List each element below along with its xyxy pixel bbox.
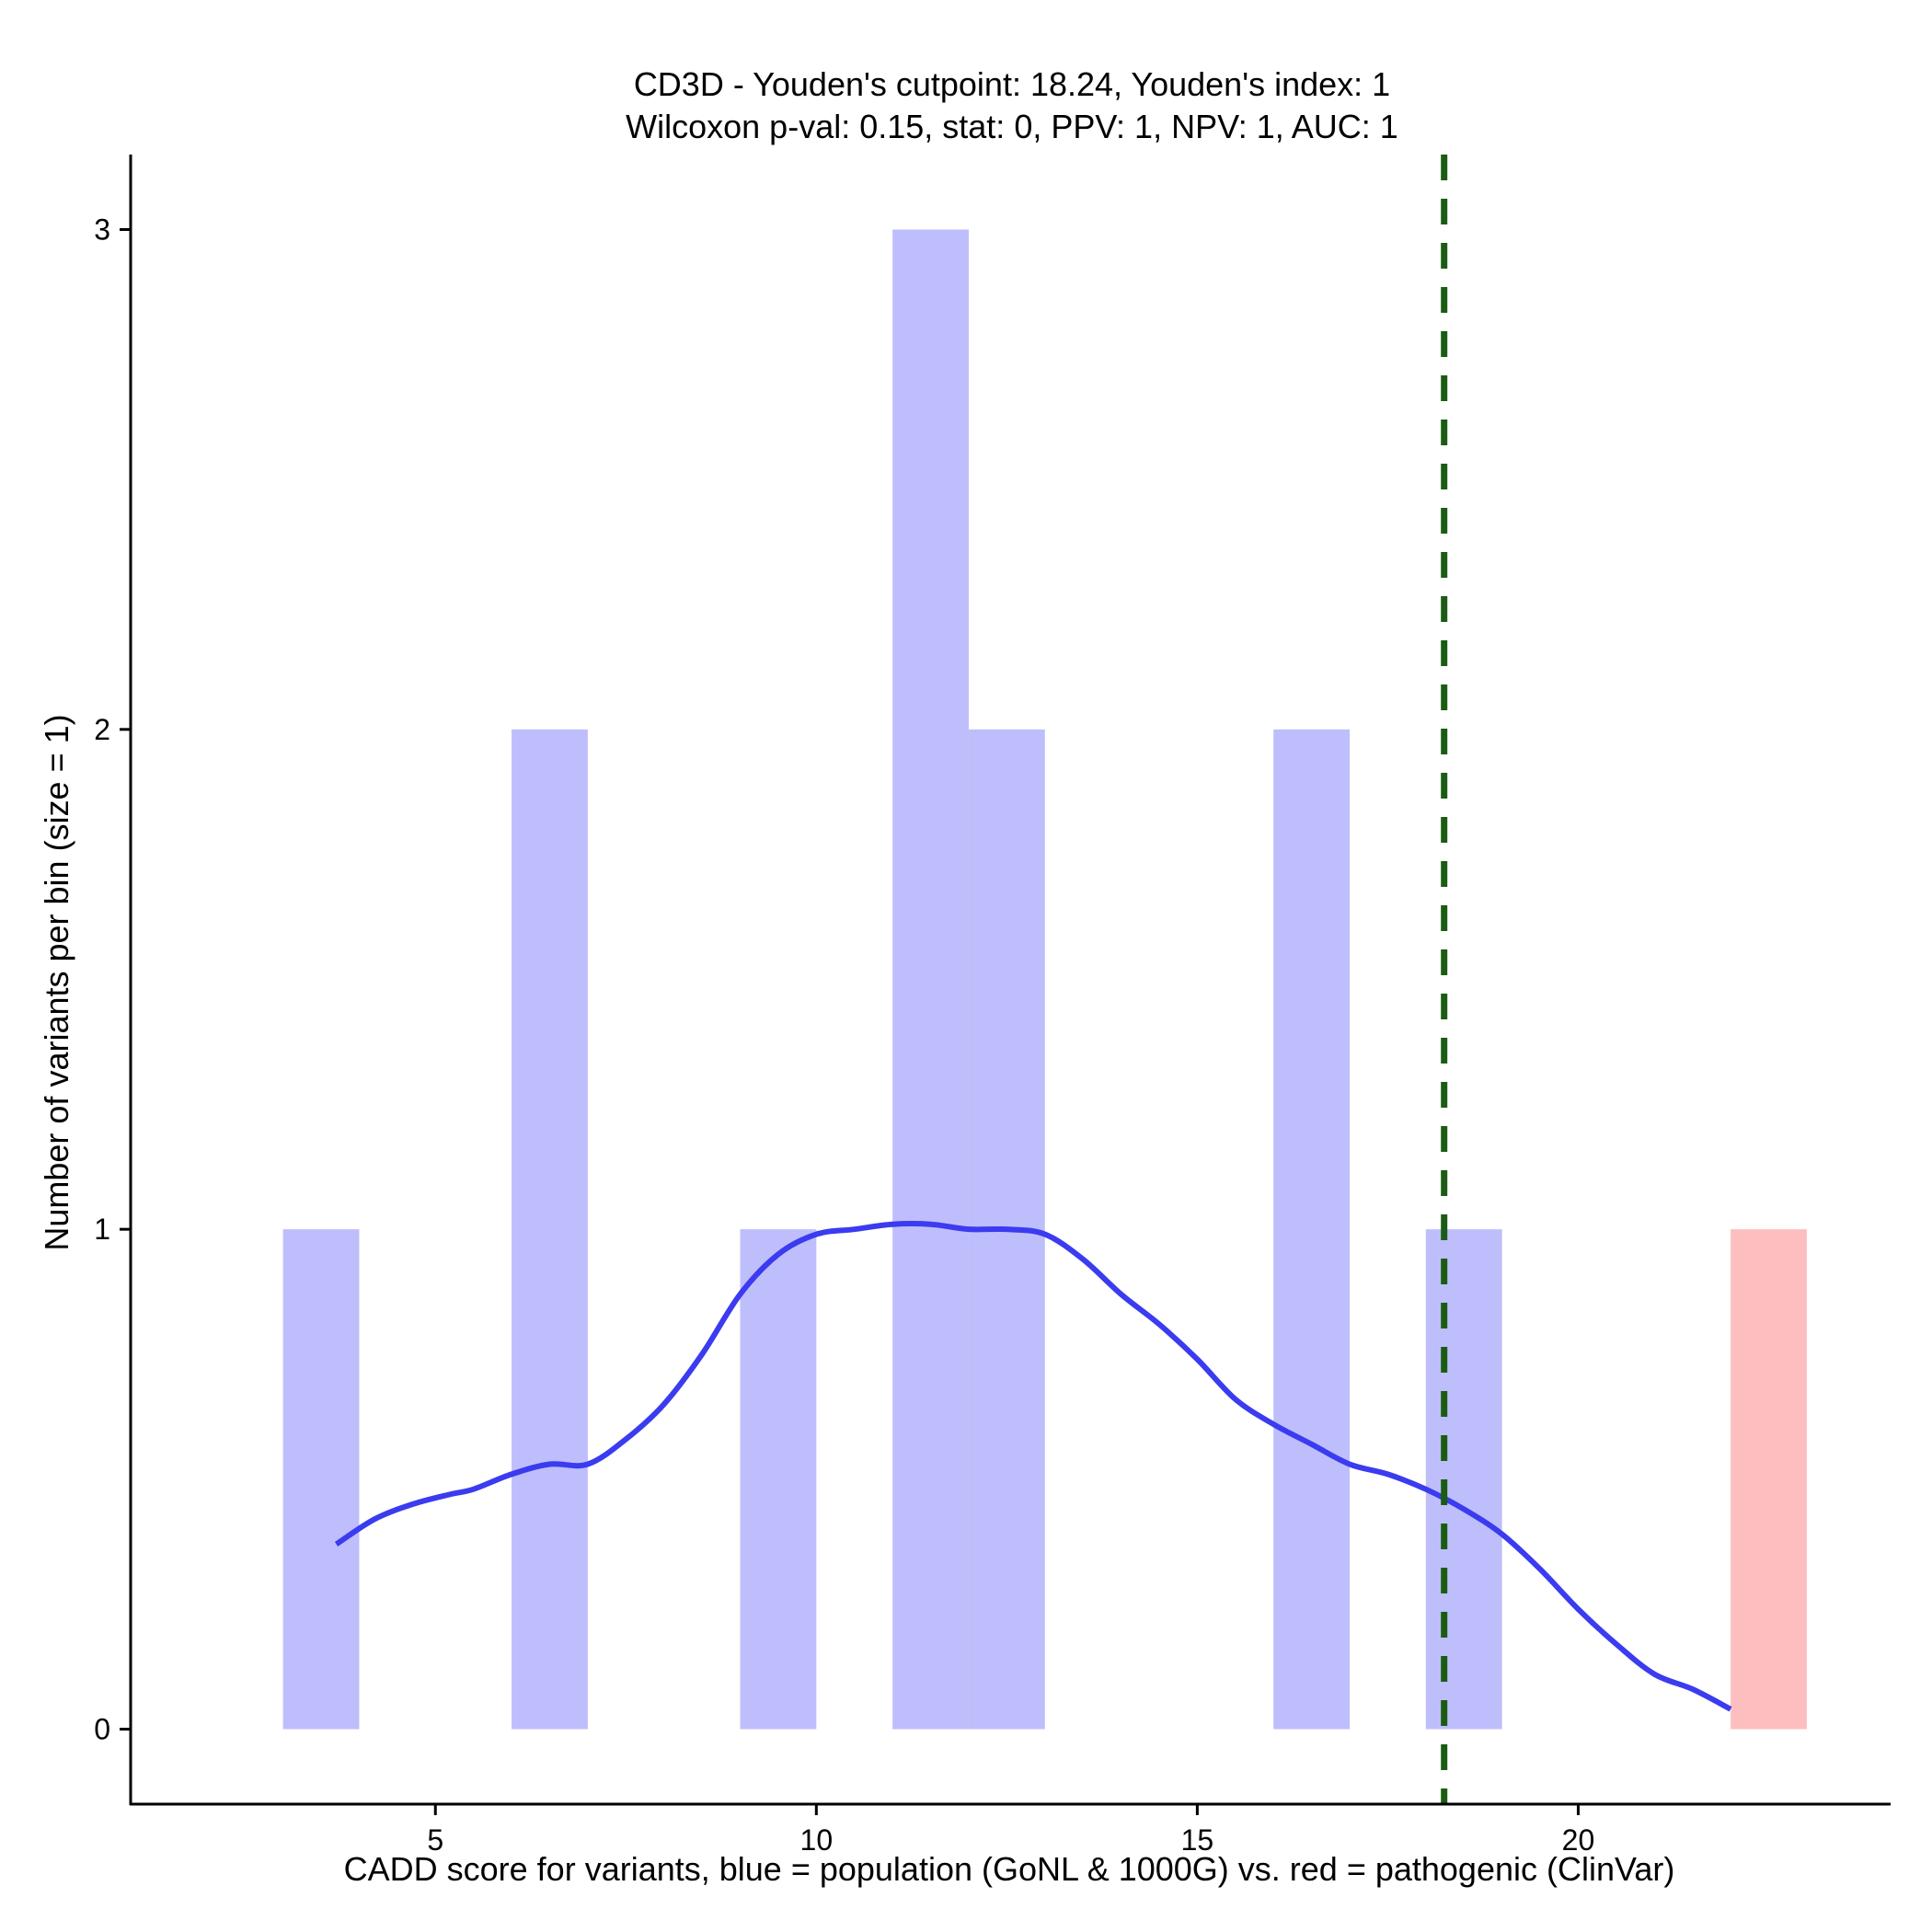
bar-pathogenic-22 [1731,1229,1807,1730]
y-axis-label: Number of variants per bin (size = 1) [38,714,75,1250]
bar-population-3 [282,1229,360,1730]
x-tick-label-10: 10 [800,1823,834,1857]
chart-title-line-1: CD3D - Youden's cutpoint: 18.24, Youden'… [634,65,1390,103]
histogram-bars [282,229,1807,1730]
x-tick-label-15: 15 [1181,1823,1214,1857]
bar-population-16 [1273,729,1351,1730]
y-tick-label-0: 0 [94,1713,110,1746]
x-tick-label-5: 5 [427,1823,443,1857]
y-tick-label-2: 2 [94,713,110,746]
chart-title-line-2: Wilcoxon p-val: 0.15, stat: 0, PPV: 1, N… [626,108,1398,145]
bar-population-6 [512,729,588,1730]
x-tick-label-20: 20 [1562,1823,1595,1857]
y-tick-label-1: 1 [94,1213,110,1246]
x-axis-ticks: 5 10 15 20 [427,1804,1594,1857]
bar-population-18 [1425,1229,1502,1730]
bar-population-9 [740,1229,817,1730]
bar-population-11 [892,229,969,1730]
x-axis-label: CADD score for variants, blue = populati… [344,1850,1675,1888]
density-curve [334,1221,1732,1712]
y-axis-ticks: 0 1 2 3 [94,213,131,1746]
y-tick-label-3: 3 [94,213,110,247]
